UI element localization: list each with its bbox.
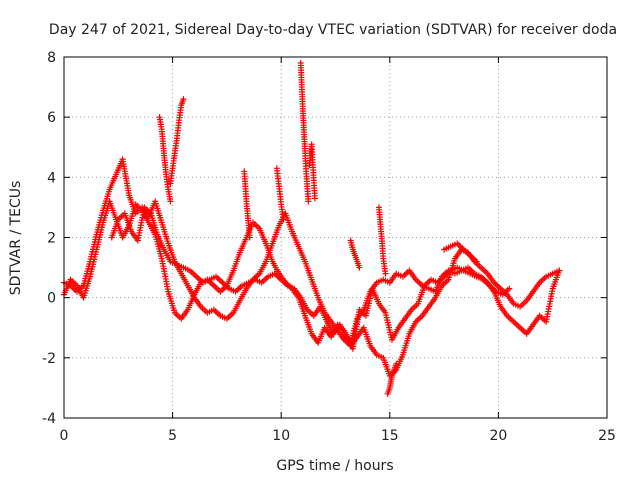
x-tick-label: 10 bbox=[272, 428, 290, 444]
data-point bbox=[393, 360, 400, 367]
data-point bbox=[556, 267, 563, 274]
chart-title: Day 247 of 2021, Sidereal Day-to-day VTE… bbox=[49, 22, 617, 38]
data-point bbox=[473, 258, 480, 265]
data-point bbox=[356, 264, 363, 271]
axis-ticks: 0 5 10 15 20 25 -4 -2 0 2 4 6 8 bbox=[42, 50, 616, 444]
data-point bbox=[311, 195, 318, 202]
data-point bbox=[280, 216, 287, 223]
plot-frame bbox=[63, 56, 608, 419]
x-tick-label: 25 bbox=[598, 428, 616, 444]
y-tick-label: 2 bbox=[47, 231, 56, 247]
grid bbox=[64, 57, 607, 418]
data-point bbox=[506, 285, 513, 292]
y-tick-label: 8 bbox=[47, 50, 56, 66]
y-axis-label: SDTVAR / TECUs bbox=[8, 181, 24, 296]
y-tick-label: -4 bbox=[42, 411, 56, 427]
x-tick-label: 15 bbox=[381, 428, 399, 444]
data-point bbox=[305, 198, 312, 205]
data-points bbox=[61, 60, 563, 397]
y-tick-label: 0 bbox=[47, 291, 56, 307]
y-tick-label: 4 bbox=[47, 170, 56, 186]
data-point bbox=[246, 234, 253, 241]
data-point bbox=[382, 270, 389, 277]
data-point bbox=[180, 96, 187, 103]
x-tick-label: 0 bbox=[60, 428, 69, 444]
data-point bbox=[167, 198, 174, 205]
x-axis-label: GPS time / hours bbox=[276, 458, 393, 474]
x-tick-label: 5 bbox=[168, 428, 177, 444]
y-tick-label: -2 bbox=[42, 351, 56, 367]
x-tick-label: 20 bbox=[489, 428, 507, 444]
y-tick-label: 6 bbox=[47, 110, 56, 126]
